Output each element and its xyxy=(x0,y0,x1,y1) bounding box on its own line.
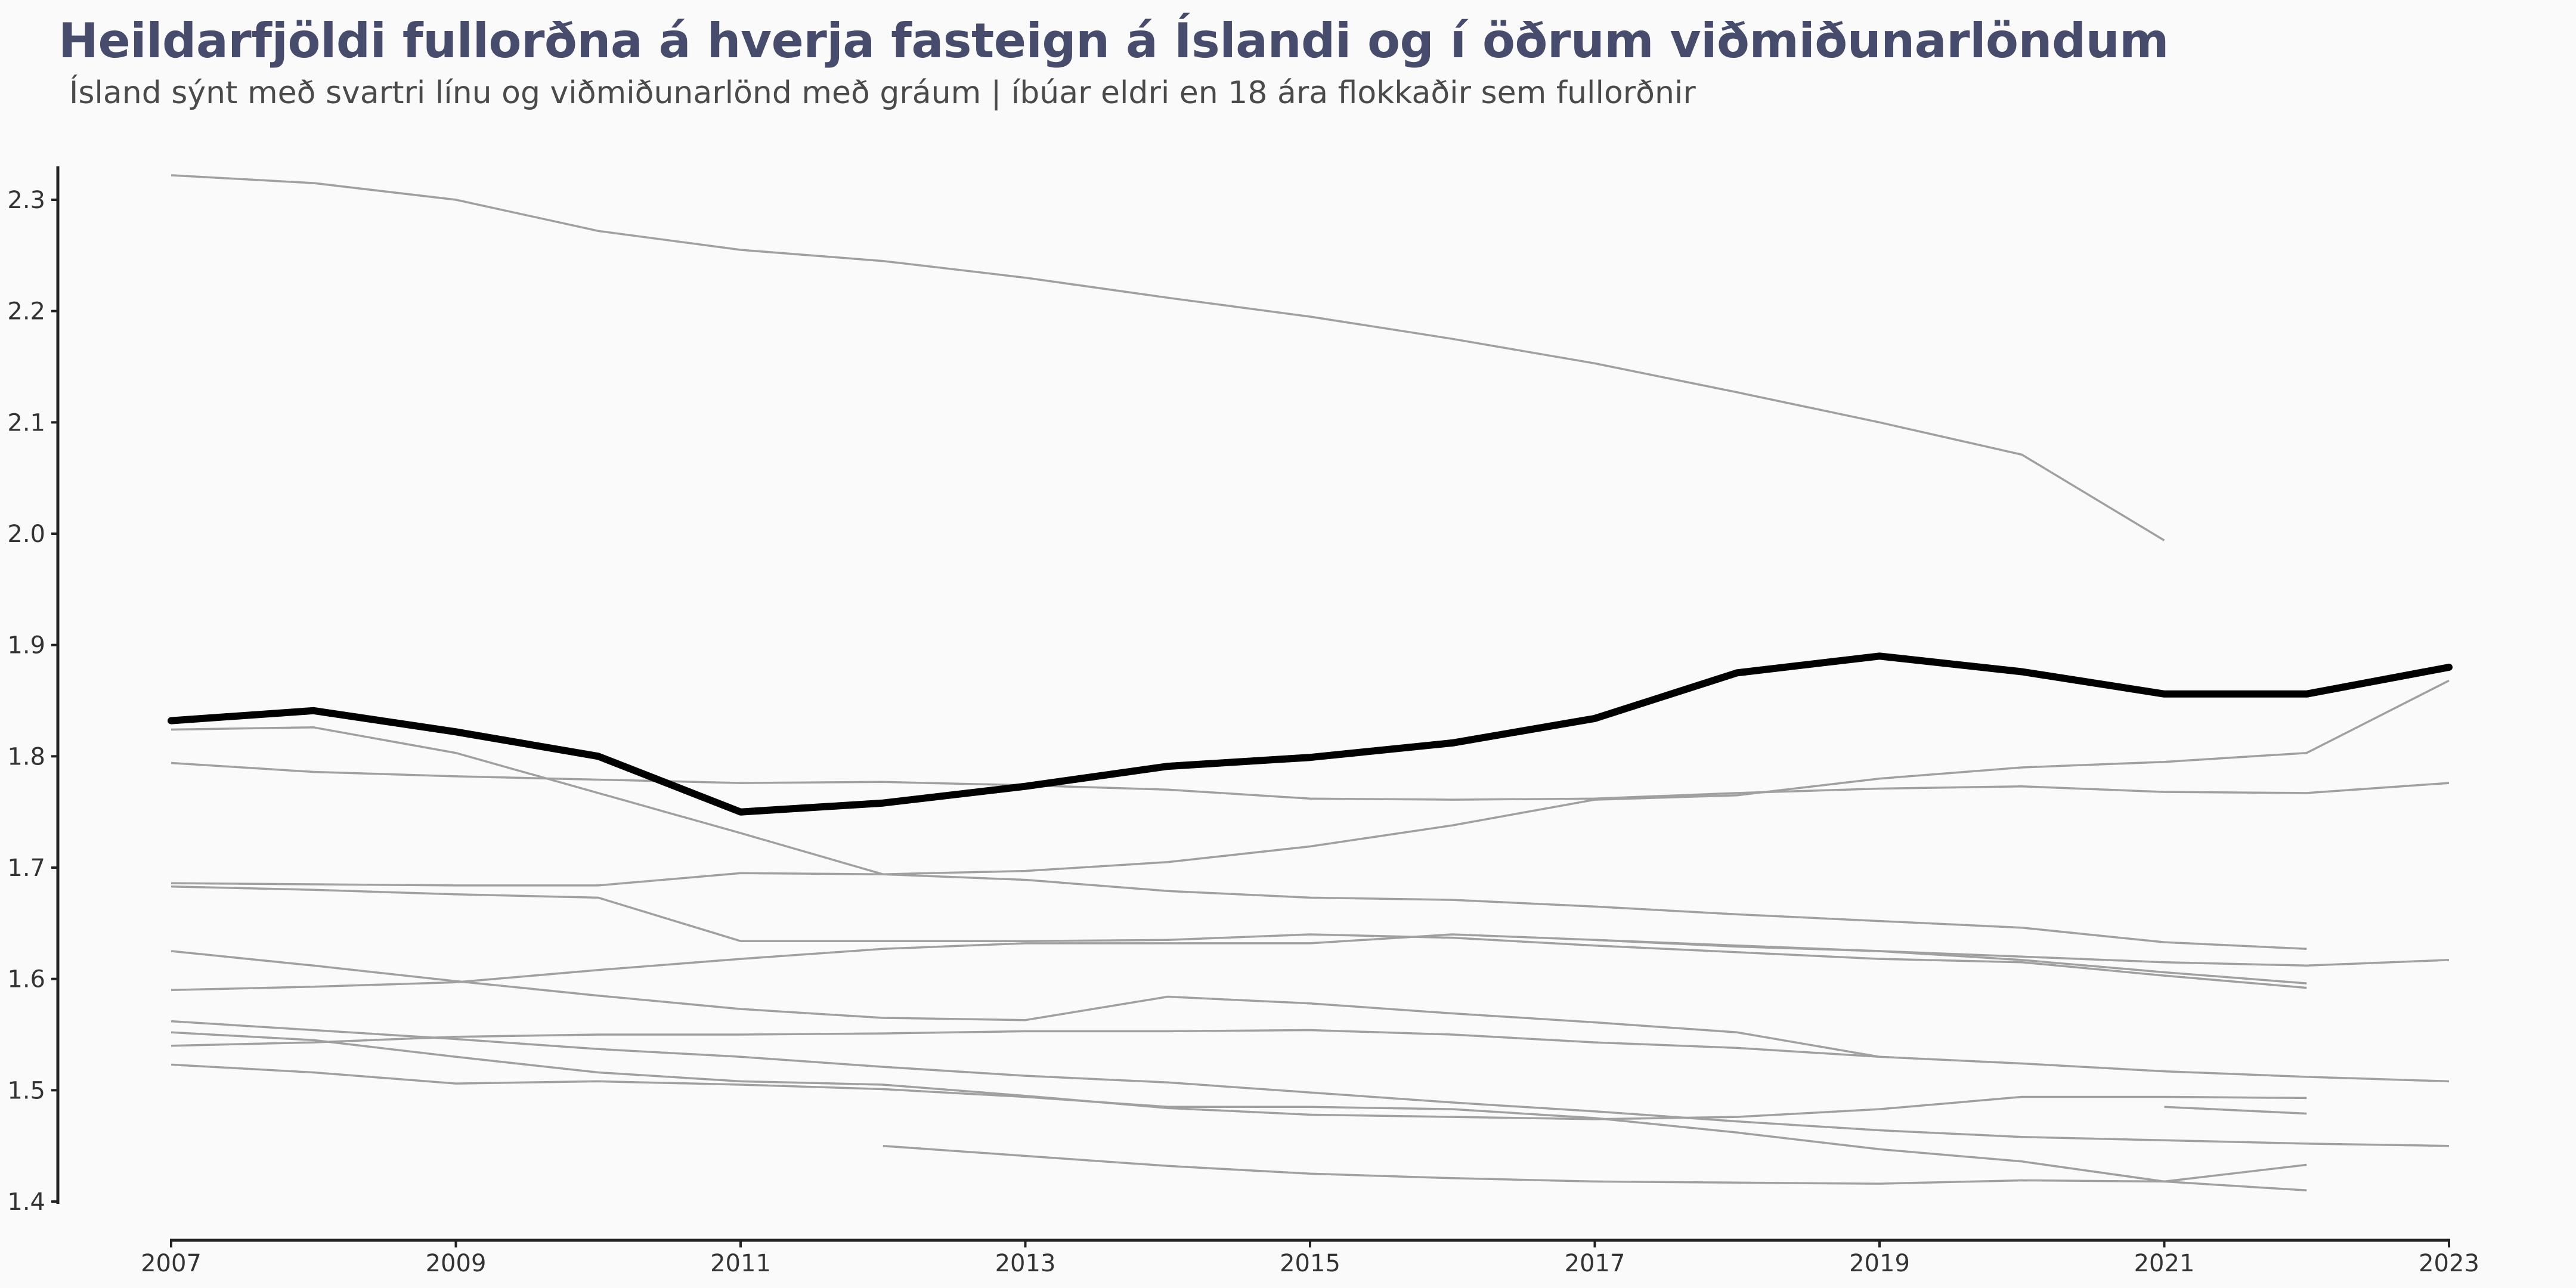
x-tick-label: 2011 xyxy=(710,1250,771,1277)
comparison-series-line-2 xyxy=(171,679,2450,875)
comparison-series-line-1 xyxy=(171,174,2165,541)
chart-title: Heildarfjöldi fullorðna á hverja fasteig… xyxy=(58,13,2169,69)
comparison-series-line-9 xyxy=(171,1029,2450,1083)
x-tick-label: 2007 xyxy=(141,1250,202,1277)
x-tick-label: 2023 xyxy=(2419,1250,2479,1277)
x-tick-label: 2017 xyxy=(1565,1250,1626,1277)
comparison-series-line-3 xyxy=(171,761,2450,801)
y-tick-label: 2.1 xyxy=(7,409,45,436)
y-axis-ticks: 1.4 1.5 1.6 1.7 1.8 1.9 2.0 2.1 2.2 2.3 xyxy=(7,187,58,1216)
y-tick-label: 1.7 xyxy=(7,854,45,882)
comparison-series-line-5 xyxy=(171,885,2307,989)
comparison-series-line-8 xyxy=(171,950,1880,1058)
x-tick-label: 2015 xyxy=(1280,1250,1340,1277)
y-tick-label: 1.4 xyxy=(7,1188,45,1216)
comparison-series-line-14 xyxy=(883,1144,2307,1185)
comparison-series-line-13 xyxy=(2164,1106,2307,1115)
comparison-series-line-12 xyxy=(171,1063,2307,1192)
x-axis-ticks: 2007 2009 2011 2013 2015 2017 2019 2021 2023 xyxy=(141,1240,2479,1277)
iceland-series-line xyxy=(168,652,2453,816)
y-tick-label: 2.0 xyxy=(7,521,45,548)
y-tick-label: 1.9 xyxy=(7,632,45,660)
axes xyxy=(56,166,2450,1242)
y-tick-label: 1.8 xyxy=(7,743,45,770)
comparison-series-line-7 xyxy=(1594,939,2307,984)
comparison-series-line-10 xyxy=(171,1020,2450,1147)
comparison-series-group xyxy=(171,174,2450,1192)
x-tick-label: 2013 xyxy=(995,1250,1056,1277)
y-tick-label: 1.6 xyxy=(7,966,45,993)
comparison-series-line-4 xyxy=(171,872,2307,950)
comparison-series-line-6 xyxy=(171,933,2450,992)
x-tick-label: 2009 xyxy=(426,1250,487,1277)
comparison-series-line-11 xyxy=(171,1031,2307,1120)
chart-subtitle: Ísland sýnt með svartri línu og viðmiðun… xyxy=(69,75,1696,111)
y-tick-label: 1.5 xyxy=(7,1077,45,1104)
y-tick-label: 2.2 xyxy=(7,298,45,326)
iceland-series-group xyxy=(168,652,2453,816)
y-tick-label: 2.3 xyxy=(7,187,45,214)
x-tick-label: 2021 xyxy=(2134,1250,2195,1277)
x-tick-label: 2019 xyxy=(1849,1250,1910,1277)
